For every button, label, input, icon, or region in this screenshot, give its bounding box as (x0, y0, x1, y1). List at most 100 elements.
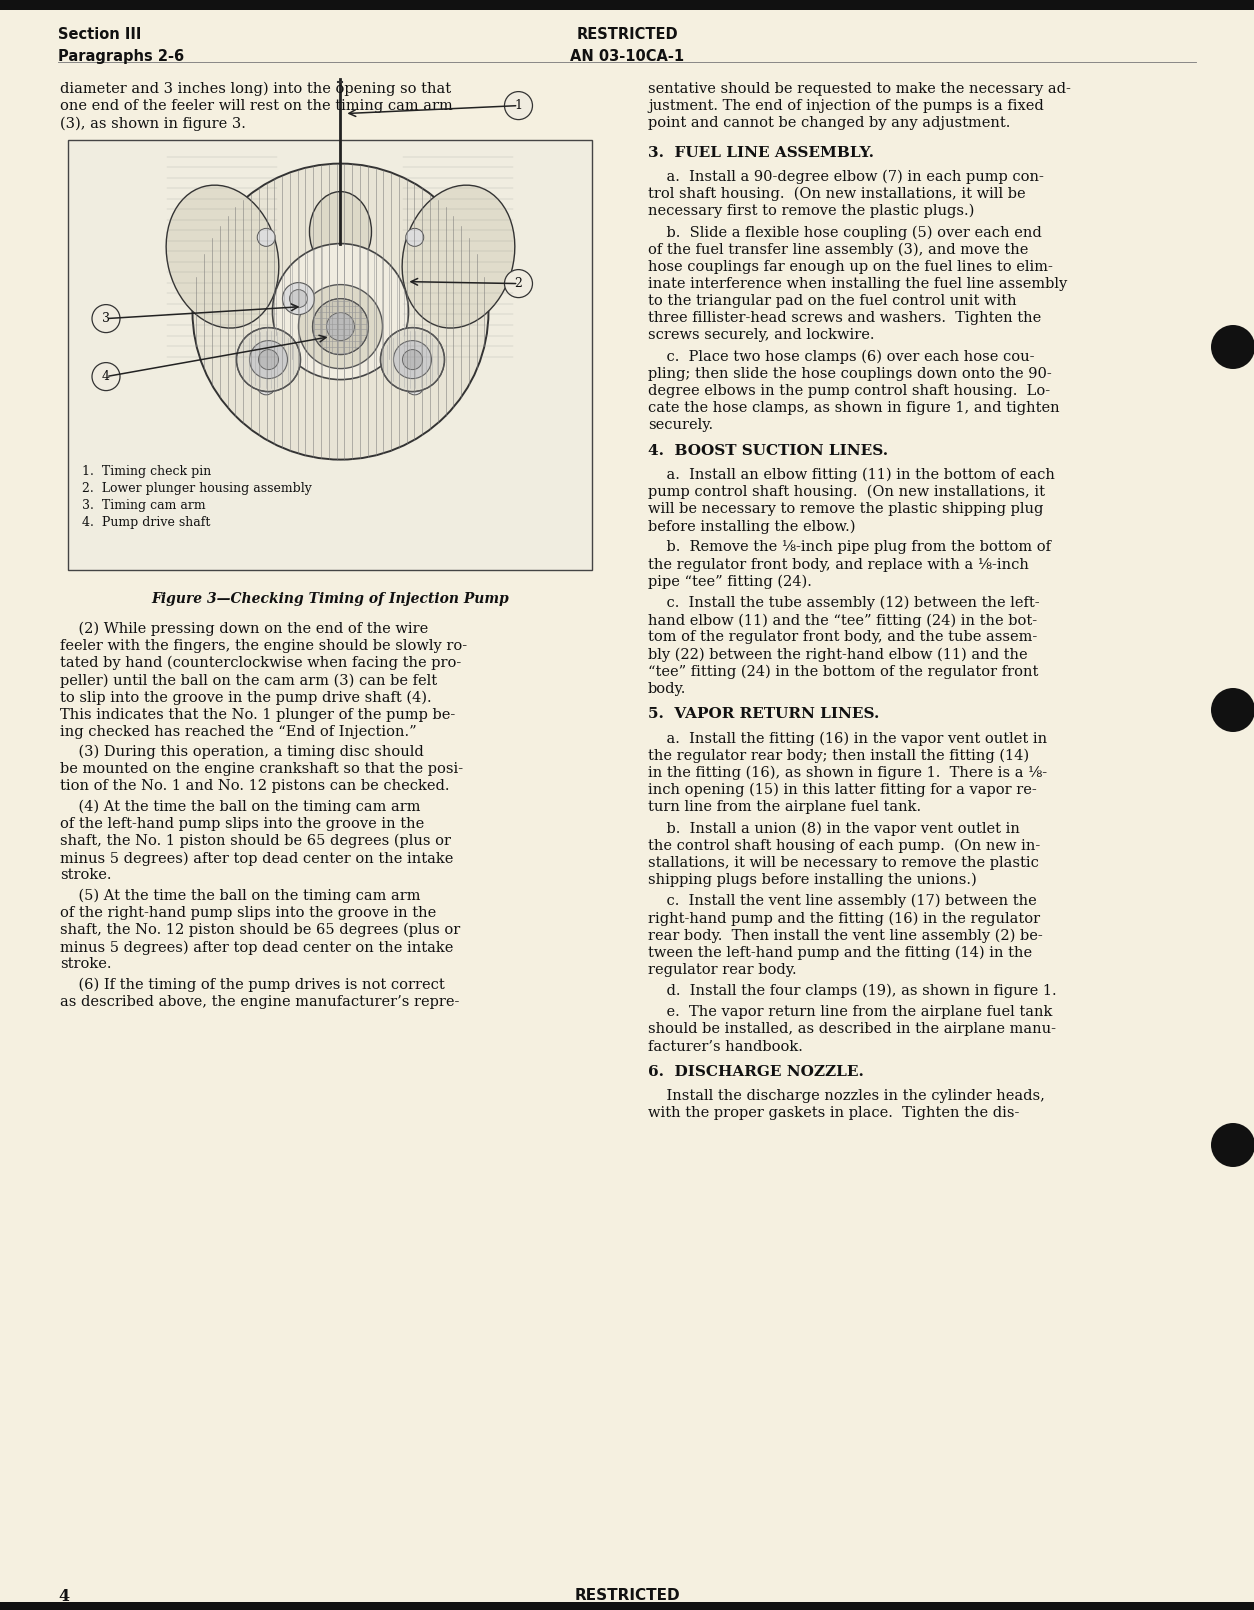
Circle shape (380, 327, 444, 391)
Text: 3.  FUEL LINE ASSEMBLY.: 3. FUEL LINE ASSEMBLY. (648, 145, 874, 159)
Circle shape (1211, 1124, 1254, 1167)
Text: necessary first to remove the plastic plugs.): necessary first to remove the plastic pl… (648, 204, 974, 219)
Text: peller) until the ball on the cam arm (3) can be felt: peller) until the ball on the cam arm (3… (60, 673, 438, 687)
Text: pipe “tee” fitting (24).: pipe “tee” fitting (24). (648, 575, 811, 589)
Text: stroke.: stroke. (60, 868, 112, 882)
Bar (68, 140, 592, 570)
Bar (0, 0, 1254, 10)
Text: tated by hand (counterclockwise when facing the pro-: tated by hand (counterclockwise when fac… (60, 655, 461, 670)
Text: shaft, the No. 1 piston should be 65 degrees (plus or: shaft, the No. 1 piston should be 65 deg… (60, 834, 451, 848)
Text: (3) During this operation, a timing disc should: (3) During this operation, a timing disc… (60, 745, 424, 760)
Text: one end of the feeler will rest on the timing cam arm: one end of the feeler will rest on the t… (60, 100, 453, 113)
Circle shape (192, 164, 489, 459)
Text: Install the discharge nozzles in the cylinder heads,: Install the discharge nozzles in the cyl… (648, 1088, 1045, 1103)
Text: cate the hose clamps, as shown in figure 1, and tighten: cate the hose clamps, as shown in figure… (648, 401, 1060, 415)
Circle shape (1211, 325, 1254, 369)
Circle shape (1211, 687, 1254, 733)
Circle shape (406, 229, 424, 246)
Circle shape (92, 304, 120, 333)
Text: 2.  Lower plunger housing assembly: 2. Lower plunger housing assembly (82, 481, 312, 494)
Text: c.  Place two hose clamps (6) over each hose cou-: c. Place two hose clamps (6) over each h… (648, 349, 1035, 364)
Text: the control shaft housing of each pump.  (On new in-: the control shaft housing of each pump. … (648, 839, 1041, 853)
Circle shape (250, 341, 287, 378)
Text: tion of the No. 1 and No. 12 pistons can be checked.: tion of the No. 1 and No. 12 pistons can… (60, 779, 449, 794)
Text: to slip into the groove in the pump drive shaft (4).: to slip into the groove in the pump driv… (60, 691, 431, 705)
Text: trol shaft housing.  (On new installations, it will be: trol shaft housing. (On new installation… (648, 187, 1026, 201)
Text: (6) If the timing of the pump drives is not correct: (6) If the timing of the pump drives is … (60, 977, 445, 992)
Text: a.  Install an elbow fitting (11) in the bottom of each: a. Install an elbow fitting (11) in the … (648, 467, 1055, 481)
Ellipse shape (310, 192, 371, 272)
Text: 3: 3 (102, 312, 110, 325)
Text: a.  Install a 90-degree elbow (7) in each pump con-: a. Install a 90-degree elbow (7) in each… (648, 169, 1043, 184)
Text: turn line from the airplane fuel tank.: turn line from the airplane fuel tank. (648, 800, 922, 815)
Text: Figure 3—Checking Timing of Injection Pump: Figure 3—Checking Timing of Injection Pu… (152, 591, 509, 605)
Circle shape (312, 298, 369, 354)
Text: should be installed, as described in the airplane manu-: should be installed, as described in the… (648, 1022, 1056, 1037)
Text: tom of the regulator front body, and the tube assem-: tom of the regulator front body, and the… (648, 631, 1037, 644)
Text: hose couplings far enough up on the fuel lines to elim-: hose couplings far enough up on the fuel… (648, 259, 1053, 274)
Text: be mounted on the engine crankshaft so that the posi-: be mounted on the engine crankshaft so t… (60, 762, 463, 776)
Text: “tee” fitting (24) in the bottom of the regulator front: “tee” fitting (24) in the bottom of the … (648, 665, 1038, 679)
Circle shape (257, 377, 275, 394)
Circle shape (326, 312, 355, 341)
Text: the regulator front body, and replace with a ⅛-inch: the regulator front body, and replace wi… (648, 557, 1028, 572)
Text: facturer’s handbook.: facturer’s handbook. (648, 1040, 803, 1053)
Text: 1: 1 (514, 100, 523, 113)
Text: as described above, the engine manufacturer’s repre-: as described above, the engine manufactu… (60, 995, 459, 1009)
Text: tween the left-hand pump and the fitting (14) in the: tween the left-hand pump and the fitting… (648, 945, 1032, 960)
Circle shape (403, 349, 423, 370)
Text: Section III: Section III (58, 27, 142, 42)
Text: RESTRICTED: RESTRICTED (576, 27, 678, 42)
Text: sentative should be requested to make the necessary ad-: sentative should be requested to make th… (648, 82, 1071, 97)
Text: This indicates that the No. 1 plunger of the pump be-: This indicates that the No. 1 plunger of… (60, 708, 455, 721)
Circle shape (504, 92, 533, 119)
Text: shipping plugs before installing the unions.): shipping plugs before installing the uni… (648, 873, 977, 887)
Text: of the left-hand pump slips into the groove in the: of the left-hand pump slips into the gro… (60, 816, 424, 831)
Text: 5.  VAPOR RETURN LINES.: 5. VAPOR RETURN LINES. (648, 707, 879, 721)
Text: bly (22) between the right-hand elbow (11) and the: bly (22) between the right-hand elbow (1… (648, 647, 1027, 662)
Text: stallations, it will be necessary to remove the plastic: stallations, it will be necessary to rem… (648, 855, 1038, 869)
Text: stroke.: stroke. (60, 958, 112, 971)
Text: the regulator rear body; then install the fitting (14): the regulator rear body; then install th… (648, 749, 1030, 763)
Text: 2: 2 (514, 277, 523, 290)
Text: 4: 4 (102, 370, 110, 383)
Text: of the right-hand pump slips into the groove in the: of the right-hand pump slips into the gr… (60, 906, 436, 919)
Text: 1.  Timing check pin: 1. Timing check pin (82, 465, 211, 478)
Circle shape (237, 327, 301, 391)
Text: 6.  DISCHARGE NOZZLE.: 6. DISCHARGE NOZZLE. (648, 1064, 864, 1079)
Text: inch opening (15) in this latter fitting for a vapor re-: inch opening (15) in this latter fitting… (648, 782, 1037, 797)
Circle shape (272, 243, 409, 380)
Text: feeler with the fingers, the engine should be slowly ro-: feeler with the fingers, the engine shou… (60, 639, 468, 652)
Text: (2) While pressing down on the end of the wire: (2) While pressing down on the end of th… (60, 621, 429, 636)
Text: c.  Install the tube assembly (12) between the left-: c. Install the tube assembly (12) betwee… (648, 596, 1040, 610)
Text: b.  Install a union (8) in the vapor vent outlet in: b. Install a union (8) in the vapor vent… (648, 821, 1020, 836)
Text: point and cannot be changed by any adjustment.: point and cannot be changed by any adjus… (648, 116, 1011, 130)
Text: rear body.  Then install the vent line assembly (2) be-: rear body. Then install the vent line as… (648, 929, 1043, 943)
Circle shape (504, 269, 533, 298)
Text: (3), as shown in figure 3.: (3), as shown in figure 3. (60, 116, 246, 130)
Text: will be necessary to remove the plastic shipping plug: will be necessary to remove the plastic … (648, 502, 1043, 515)
Circle shape (257, 229, 275, 246)
Text: hand elbow (11) and the “tee” fitting (24) in the bot-: hand elbow (11) and the “tee” fitting (2… (648, 613, 1037, 628)
Text: inate interference when installing the fuel line assembly: inate interference when installing the f… (648, 277, 1067, 291)
Text: (5) At the time the ball on the timing cam arm: (5) At the time the ball on the timing c… (60, 889, 420, 903)
Circle shape (92, 362, 120, 391)
Text: before installing the elbow.): before installing the elbow.) (648, 518, 855, 533)
Ellipse shape (403, 185, 515, 328)
Text: securely.: securely. (648, 419, 714, 433)
Text: right-hand pump and the fitting (16) in the regulator: right-hand pump and the fitting (16) in … (648, 911, 1040, 926)
Text: e.  The vapor return line from the airplane fuel tank: e. The vapor return line from the airpla… (648, 1005, 1052, 1019)
Text: 4.  BOOST SUCTION LINES.: 4. BOOST SUCTION LINES. (648, 444, 888, 457)
Text: pling; then slide the hose couplings down onto the 90-: pling; then slide the hose couplings dow… (648, 367, 1052, 382)
Circle shape (258, 349, 278, 370)
Text: b.  Remove the ⅛-inch pipe plug from the bottom of: b. Remove the ⅛-inch pipe plug from the … (648, 541, 1051, 554)
Text: AN 03-10CA-1: AN 03-10CA-1 (569, 48, 685, 64)
Text: 4.  Pump drive shaft: 4. Pump drive shaft (82, 515, 211, 528)
Ellipse shape (166, 185, 278, 328)
Text: justment. The end of injection of the pumps is a fixed: justment. The end of injection of the pu… (648, 100, 1043, 113)
Text: 3.  Timing cam arm: 3. Timing cam arm (82, 499, 206, 512)
Text: minus 5 degrees) after top dead center on the intake: minus 5 degrees) after top dead center o… (60, 852, 454, 866)
Circle shape (298, 285, 382, 369)
Text: a.  Install the fitting (16) in the vapor vent outlet in: a. Install the fitting (16) in the vapor… (648, 731, 1047, 745)
Bar (0, 1602, 1254, 1610)
